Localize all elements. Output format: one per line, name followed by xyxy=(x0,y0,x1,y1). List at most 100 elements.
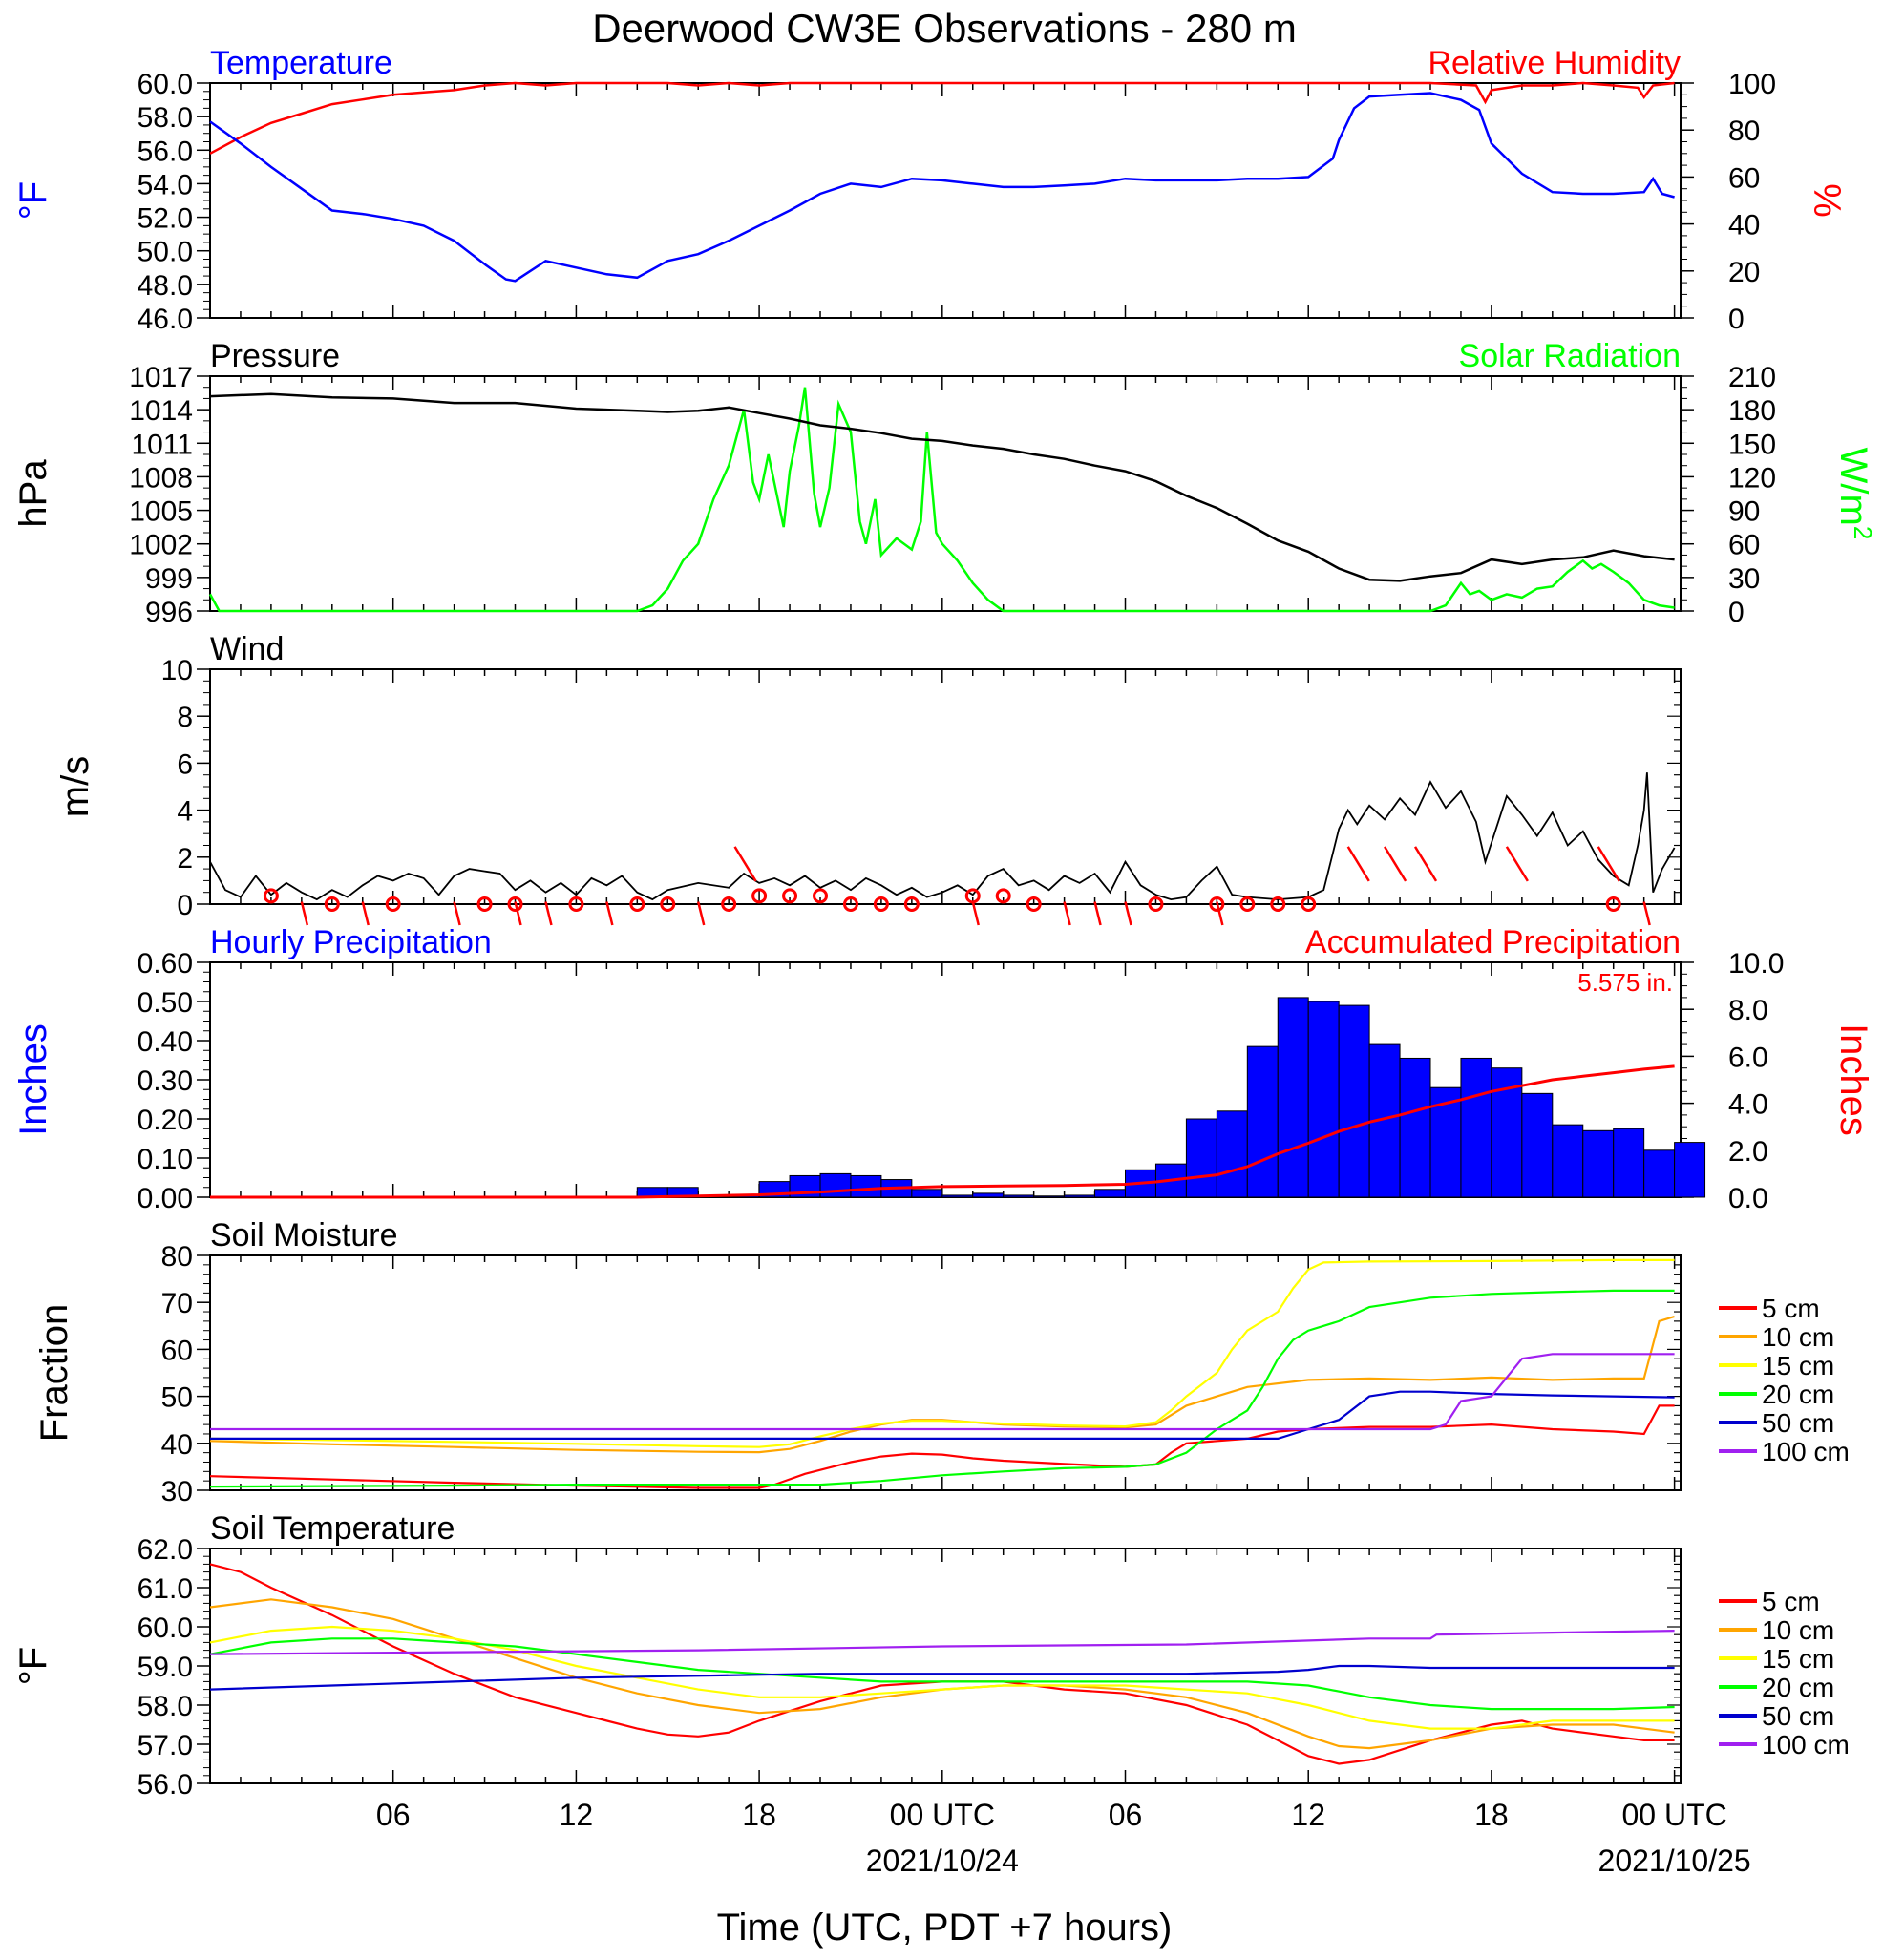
x-tick-label: 00 UTC xyxy=(890,1798,995,1832)
x-tick-label: 18 xyxy=(742,1798,776,1832)
temperature-rh-left-tick-label: 46.0 xyxy=(138,304,193,335)
pressure-solar-right-tick-label: 0 xyxy=(1728,597,1745,628)
temperature-rh-left-tick-label: 58.0 xyxy=(138,102,193,134)
pressure-solar-left-tick-label: 1014 xyxy=(129,395,193,427)
wind-left-tick-label: 10 xyxy=(161,655,193,686)
temperature-rh-left-tick-label: 56.0 xyxy=(138,136,193,167)
soil-moisture-line xyxy=(209,1289,1675,1488)
wind-direction-staff xyxy=(544,901,553,926)
hourly-precipitation-bar xyxy=(942,1194,974,1198)
temperature-rh-right-tick-label: 0 xyxy=(1728,304,1745,335)
pressure-solar-left-tick-label: 1002 xyxy=(129,530,193,561)
soil-moisture-left-tick-label: 60 xyxy=(161,1335,193,1366)
soil-moisture-legend-label: 20 cm xyxy=(1762,1380,1834,1409)
soil-temperature-line xyxy=(209,1637,1675,1711)
soil-temperature-legend-label: 20 cm xyxy=(1762,1673,1834,1702)
wind-direction-staff xyxy=(733,846,757,882)
calm-wind-marker xyxy=(842,896,858,912)
accumulated-precipitation-line xyxy=(210,1064,1675,1199)
precipitation-right-tick-label: 6.0 xyxy=(1728,1042,1768,1073)
wind-direction-staff xyxy=(1413,846,1438,882)
soil-moisture-line xyxy=(210,1353,1675,1431)
soil-moisture-left-tick-label: 50 xyxy=(161,1382,193,1414)
pressure-solar-right-tick-label: 180 xyxy=(1728,395,1776,427)
soil-temperature-left-tick-label: 59.0 xyxy=(138,1652,193,1683)
soil-temperature-unit: °F xyxy=(12,1647,54,1685)
wind-direction-staff xyxy=(1384,846,1407,882)
calm-wind-marker xyxy=(1209,896,1225,912)
calm-wind-marker xyxy=(1301,896,1317,912)
pressure-solar-right-tick-label: 120 xyxy=(1728,462,1776,494)
precipitation-left-tick-label: 0.50 xyxy=(138,987,193,1019)
hourly-precipitation-bar xyxy=(1094,1189,1127,1198)
hourly-precipitation-bar xyxy=(1003,1194,1035,1198)
soil-temperature-legend-label: 15 cm xyxy=(1762,1644,1834,1674)
calm-wind-marker xyxy=(995,888,1011,904)
temperature-rh-panel: 46.048.050.052.054.056.058.060.0 0 20 40 60 8… xyxy=(12,45,1850,335)
temperature-rh-right-tick-label: 20 xyxy=(1728,257,1760,288)
hourly-precipitation-unit: Inches xyxy=(12,1023,54,1136)
calm-wind-marker xyxy=(813,888,829,904)
wind-direction-staff xyxy=(300,901,309,926)
soil-moisture-legend-label: 10 cm xyxy=(1762,1322,1834,1352)
pressure-solar-frame xyxy=(209,375,1682,612)
hourly-precipitation-bar xyxy=(1613,1128,1645,1198)
soil-moisture-left-tick-label: 80 xyxy=(161,1241,193,1273)
x-tick-label: 00 UTC xyxy=(1621,1798,1726,1832)
wind-speed-line xyxy=(209,772,1676,901)
precipitation-right-tick-label: 2.0 xyxy=(1728,1136,1768,1168)
calm-wind-marker xyxy=(903,896,920,912)
temperature-rh-left-tick-label: 48.0 xyxy=(138,270,193,302)
wind-direction-staff xyxy=(453,901,461,926)
soil-moisture-left-tick-label: 70 xyxy=(161,1288,193,1319)
calm-wind-marker xyxy=(385,896,401,912)
precipitation-left-tick-label: 0.40 xyxy=(138,1026,193,1058)
accumulated-precipitation-unit: Inches xyxy=(1832,1023,1874,1136)
hourly-precipitation-bar xyxy=(1552,1124,1584,1198)
wind-panel: 0 2 4 6 8 10 Wind m/s xyxy=(54,631,1682,926)
pressure-solar-left-tick-label: 1005 xyxy=(129,496,193,528)
accumulated-precipitation-title: Accumulated Precipitation xyxy=(1305,924,1681,960)
temperature-rh-left-tick-label: 54.0 xyxy=(138,169,193,200)
hourly-precipitation-bar xyxy=(1521,1092,1554,1198)
x-tick-date-label: 2021/10/25 xyxy=(1598,1844,1751,1878)
wind-direction-staff xyxy=(1063,901,1071,926)
wind-direction-staff xyxy=(696,901,706,926)
calm-wind-marker xyxy=(568,896,584,912)
pressure-solar-left-tick-label: 996 xyxy=(145,597,193,628)
soil-moisture-unit: Fraction xyxy=(33,1304,75,1443)
soil-moisture-panel: 30 40 50 60 70 80 Soil Moisture Fraction 5 cm10 … xyxy=(33,1217,1850,1507)
hourly-precipitation-bar xyxy=(1582,1129,1615,1198)
calm-wind-marker xyxy=(1026,896,1042,912)
soil-moisture-line xyxy=(209,1404,1675,1489)
soil-temperature-left-tick-label: 62.0 xyxy=(138,1534,193,1566)
precipitation-left-tick-label: 0.30 xyxy=(138,1065,193,1097)
soil-temperature-left-tick-label: 56.0 xyxy=(138,1769,193,1801)
wind-unit: m/s xyxy=(54,756,96,817)
figure-title: Deerwood CW3E Observations - 280 m xyxy=(592,6,1297,51)
calm-wind-marker xyxy=(660,896,676,912)
soil-temperature-line xyxy=(209,1664,1675,1691)
wind-direction-staff xyxy=(1505,846,1529,882)
x-axis-title: Time (UTC, PDT +7 hours) xyxy=(717,1907,1173,1949)
temperature-title: Temperature xyxy=(210,45,392,81)
x-tick-date-label: 2021/10/24 xyxy=(866,1844,1019,1878)
x-tick-label: 06 xyxy=(1109,1798,1143,1832)
x-tick-label: 12 xyxy=(1291,1798,1325,1832)
wind-left-tick-label: 0 xyxy=(177,890,193,921)
soil-temperature-title: Soil Temperature xyxy=(210,1510,455,1547)
hourly-precipitation-title: Hourly Precipitation xyxy=(210,924,492,960)
soil-temperature-line xyxy=(209,1630,1675,1655)
pressure-solar-left-tick-label: 999 xyxy=(145,563,193,595)
hourly-precipitation-bar xyxy=(1277,997,1309,1198)
wind-direction-staff xyxy=(605,901,614,926)
temperature-rh-left-tick-label: 52.0 xyxy=(138,203,193,235)
pressure-solar-left-tick-label: 1017 xyxy=(129,362,193,393)
hourly-precipitation-bar xyxy=(1185,1118,1217,1198)
soil-moisture-legend-label: 5 cm xyxy=(1762,1294,1820,1323)
calm-wind-marker xyxy=(1148,896,1164,912)
accumulated-total-label: 5.575 in. xyxy=(1577,968,1673,997)
pressure-solar-left-tick-label: 1008 xyxy=(129,462,193,494)
temperature-line xyxy=(209,92,1675,283)
soil-temperature-left-tick-label: 58.0 xyxy=(138,1691,193,1722)
